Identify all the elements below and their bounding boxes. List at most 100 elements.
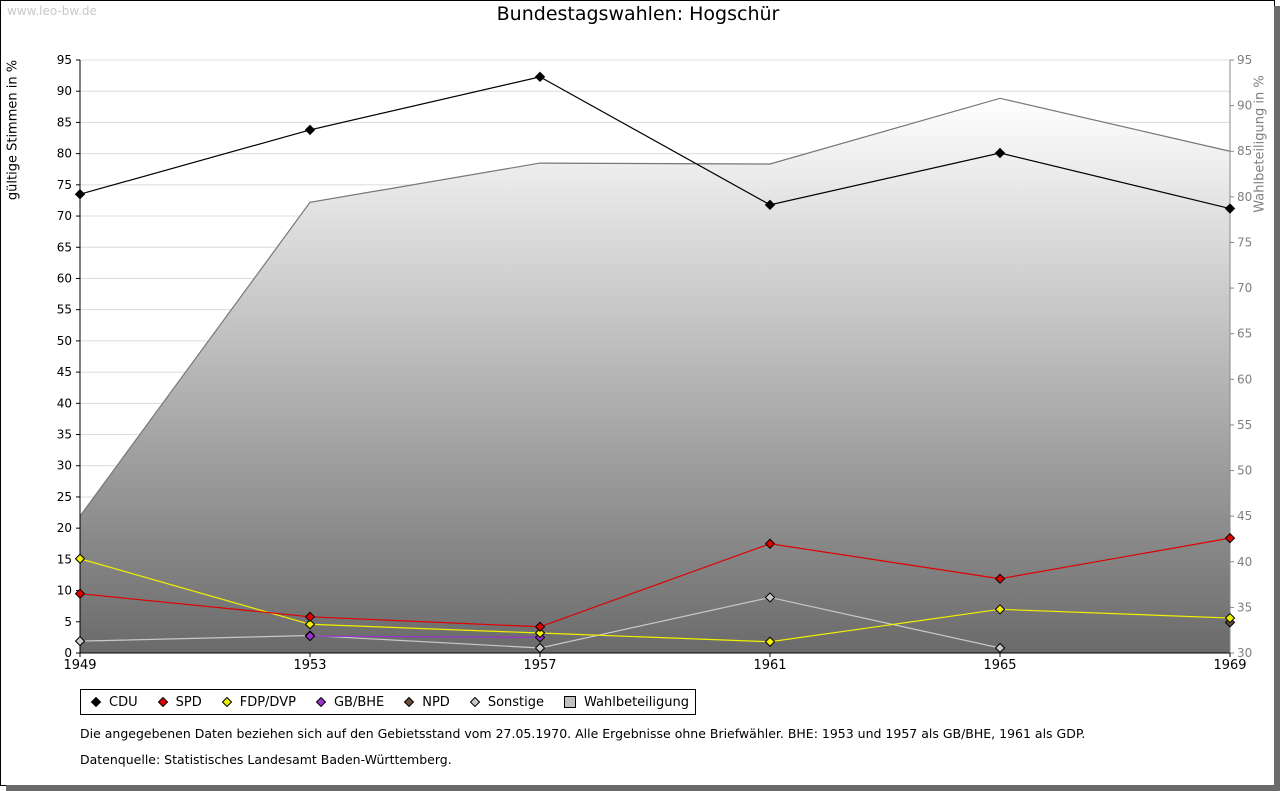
- frame-shadow-bottom: [6, 785, 1280, 791]
- legend-marker-spd: [157, 697, 168, 707]
- tick-label-left-95: 95: [57, 53, 72, 67]
- series-layer: [74, 71, 1236, 654]
- tick-label-right-45: 45: [1237, 509, 1252, 523]
- tick-label-left-60: 60: [57, 271, 72, 285]
- data-point-sonstige-1961: [764, 592, 776, 603]
- tick-label-left-5: 5: [64, 615, 72, 629]
- tick-label-x-1961: 1961: [753, 658, 786, 673]
- watermark: www.leo-bw.de: [7, 4, 97, 18]
- legend-label-sonstige: Sonstige: [487, 694, 544, 710]
- legend-marker-sonstige: [469, 697, 480, 707]
- legend-item-fdp: FDP/DVP: [216, 695, 296, 710]
- footnote-datenquelle: Datenquelle: Statistisches Landesamt Bad…: [80, 752, 452, 767]
- data-point-gb-bhe-1953: [304, 630, 316, 642]
- legend-label-spd: SPD: [175, 694, 202, 710]
- tick-label-x-1965: 1965: [983, 658, 1016, 673]
- turnout-area-layer: [79, 97, 1231, 654]
- legend-item-npd: NPD: [398, 695, 450, 710]
- tick-label-left-0: 0: [64, 646, 72, 660]
- legend-item-wahlbeteiligung: Wahlbeteiligung: [558, 695, 689, 710]
- legend-marker-npd: [404, 697, 415, 707]
- tick-label-left-85: 85: [57, 115, 72, 129]
- data-point-cdu-1957: [534, 71, 546, 83]
- data-point-cdu-1965: [994, 147, 1006, 159]
- data-point-cdu-1953: [304, 124, 316, 136]
- legend-item-cdu: CDU: [85, 695, 138, 710]
- legend-label-wahlbeteiligung: Wahlbeteiligung: [584, 694, 690, 710]
- tick-label-left-55: 55: [57, 303, 72, 317]
- data-point-spd-1969: [1224, 532, 1236, 544]
- tick-label-left-40: 40: [57, 396, 72, 410]
- tick-label-left-30: 30: [57, 459, 72, 473]
- data-point-sonstige-1965: [994, 642, 1006, 654]
- legend-item-gbbhe: GB/BHE: [310, 695, 384, 710]
- tick-label-right-40: 40: [1237, 555, 1252, 569]
- legend-marker-wahlbeteiligung: [564, 696, 576, 708]
- tick-label-left-90: 90: [57, 84, 72, 98]
- data-point-sonstige-1957: [534, 642, 546, 654]
- data-point-fdp-dvp-1969: [1224, 612, 1236, 624]
- tick-label-left-75: 75: [57, 178, 72, 192]
- axes: 0 5 10 15 20 25 30 35 40 45 50 55 60 65 70 75 80 85 90 95 30…: [57, 53, 1253, 673]
- turnout-area: [80, 98, 1230, 654]
- legend-label-gbbhe: GB/BHE: [333, 694, 385, 710]
- data-point-fdp-dvp-1953: [304, 619, 316, 630]
- tick-label-left-25: 25: [57, 490, 72, 504]
- tick-label-right-85: 85: [1237, 144, 1252, 158]
- tick-label-right-90: 90: [1237, 99, 1252, 113]
- tick-label-right-95: 95: [1237, 53, 1252, 67]
- tick-label-x-1953: 1953: [293, 658, 326, 673]
- tick-label-right-75: 75: [1237, 235, 1252, 249]
- data-point-spd-1957: [534, 621, 546, 632]
- tick-label-x-1957: 1957: [523, 658, 556, 673]
- footnote-gebietsstand: Die angegebenen Daten beziehen sich auf …: [80, 726, 1086, 741]
- legend-label-fdp: FDP/DVP: [239, 694, 296, 710]
- tick-label-left-65: 65: [57, 240, 72, 254]
- tick-label-left-70: 70: [57, 209, 72, 223]
- tick-label-left-10: 10: [57, 584, 72, 598]
- tick-label-left-45: 45: [57, 365, 72, 379]
- legend-marker-gbbhe: [315, 697, 326, 707]
- series-line-spd: [79, 537, 1231, 628]
- legend-label-cdu: CDU: [109, 694, 138, 710]
- data-point-cdu-1949: [74, 188, 86, 200]
- turnout-line: [79, 97, 1231, 517]
- tick-label-left-80: 80: [57, 147, 72, 161]
- data-point-sonstige-1949: [74, 635, 86, 647]
- tick-label-right-35: 35: [1237, 600, 1252, 614]
- tick-label-left-20: 20: [57, 521, 72, 535]
- tick-label-x-1949: 1949: [63, 658, 96, 673]
- legend-item-spd: SPD: [152, 695, 202, 710]
- data-point-spd-1953: [304, 611, 316, 623]
- legend-label-npd: NPD: [422, 694, 450, 710]
- data-point-fdp-dvp-1961: [764, 636, 776, 647]
- tick-label-right-70: 70: [1237, 281, 1252, 295]
- chart-title: Bundestagswahlen: Hogschür: [496, 3, 780, 25]
- data-point-spd-1961: [764, 538, 776, 549]
- tick-label-left-50: 50: [57, 334, 72, 348]
- data-point-spd-1949: [74, 588, 86, 599]
- legend-marker-fdp: [221, 697, 232, 707]
- tick-label-x-1969: 1969: [1213, 658, 1246, 673]
- series-line-gb-bhe: [309, 635, 541, 638]
- legend-item-sonstige: Sonstige: [464, 695, 544, 710]
- tick-label-right-60: 60: [1237, 372, 1252, 386]
- data-point-fdp-dvp-1965: [994, 604, 1006, 615]
- data-point-cdu-1969: [1224, 203, 1236, 214]
- tick-label-right-80: 80: [1237, 190, 1252, 204]
- legend-marker-cdu: [91, 697, 101, 707]
- tick-label-left-35: 35: [57, 428, 72, 442]
- data-point-cdu-1961: [764, 199, 776, 211]
- tick-label-right-65: 65: [1237, 327, 1252, 341]
- tick-label-right-30: 30: [1237, 646, 1252, 660]
- tick-label-right-50: 50: [1237, 464, 1252, 478]
- data-point-fdp-dvp-1949: [74, 553, 86, 564]
- frame-shadow-right: [1274, 6, 1280, 791]
- tick-label-left-15: 15: [57, 552, 72, 566]
- chart-legend: CDU SPD FDP/DVP GB/BHE NPD Sonstige Wahl…: [80, 689, 697, 715]
- tick-label-right-55: 55: [1237, 418, 1252, 432]
- series-line-cdu: [79, 76, 1231, 210]
- data-point-fdp-dvp-1957: [534, 627, 546, 639]
- data-point-spd-1965: [994, 573, 1006, 584]
